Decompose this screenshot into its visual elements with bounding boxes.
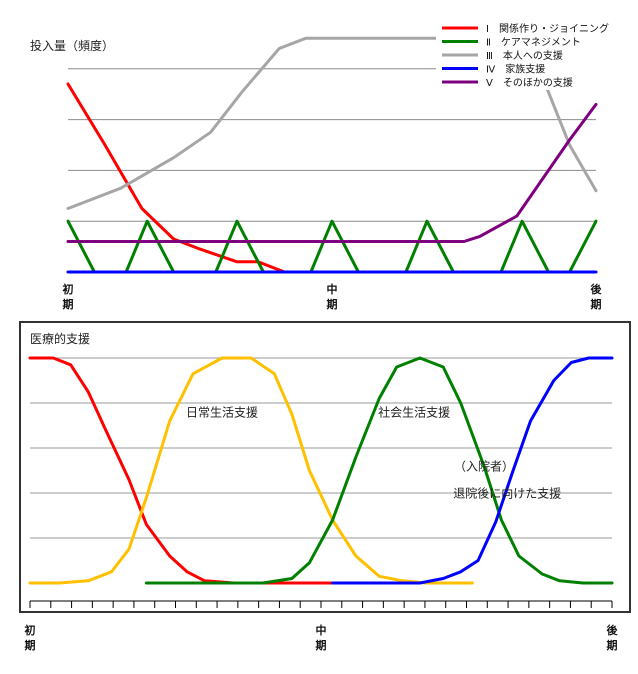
chart-1-legend-label: Ⅰ 関係作り・ジョイニング [486, 22, 609, 35]
chart-1-legend-label: Ⅴ そのほかの支援 [486, 76, 573, 89]
chart-1-x-tick-label: 期 [63, 297, 74, 311]
chart-1-y-axis-label: 投入量（頻度） [30, 38, 114, 53]
chart-2-x-tick-label: 期 [25, 638, 36, 652]
chart-2-frame [19, 321, 631, 613]
chart-2-line-series-1 [28, 356, 410, 585]
chart-1-x-tick-label: 後 [591, 282, 603, 296]
chart-2-y-axis-label: 医療的支援 [30, 331, 90, 346]
chart-1-x-tick-label: 期 [591, 297, 602, 311]
chart-2-x-tick-label: 中 [316, 623, 327, 637]
chart-2-annotation: 日常生活支援 [186, 406, 258, 420]
chart-2-x-tick-label: 期 [607, 638, 618, 652]
chart-1-series [66, 36, 598, 274]
chart-2-line-series-2 [28, 356, 474, 585]
chart-1-line-series-2 [66, 219, 598, 274]
chart-2-annotation: 社会生活支援 [378, 405, 450, 420]
chart-2-gridlines [30, 357, 612, 539]
chart-2-annotation: 退院後に向けた支援 [453, 486, 561, 501]
chart-1-line-series-5 [66, 102, 598, 243]
chart-1-x-tick-label: 初 [63, 282, 74, 296]
chart-1-line-series-1 [66, 82, 286, 274]
chart-1-x-tick-label: 中 [327, 282, 338, 296]
chart-2-line-series-4 [331, 356, 614, 585]
chart-2-line-series-3 [144, 356, 614, 585]
chart-1-legend-label: Ⅲ 本人への支援 [486, 49, 563, 62]
chart-2-x-tick-label: 期 [316, 638, 327, 652]
chart-2-series [28, 356, 614, 585]
chart-2-x-tick-label: 後 [607, 623, 619, 637]
chart-1-legend-label: Ⅳ 家族支援 [486, 63, 545, 76]
chart-1-gridlines [68, 68, 596, 222]
chart-1-x-tick-label: 期 [327, 297, 338, 311]
chart-2-annotations: 日常生活支援 社会生活支援 （入院者） 退院後に向けた支援 [186, 405, 561, 501]
chart-2-annotation: （入院者） [454, 460, 514, 474]
chart-1-legend-label: Ⅱ ケアマネジメント [486, 37, 581, 49]
chart-2-x-tick-label: 初 [25, 623, 36, 637]
